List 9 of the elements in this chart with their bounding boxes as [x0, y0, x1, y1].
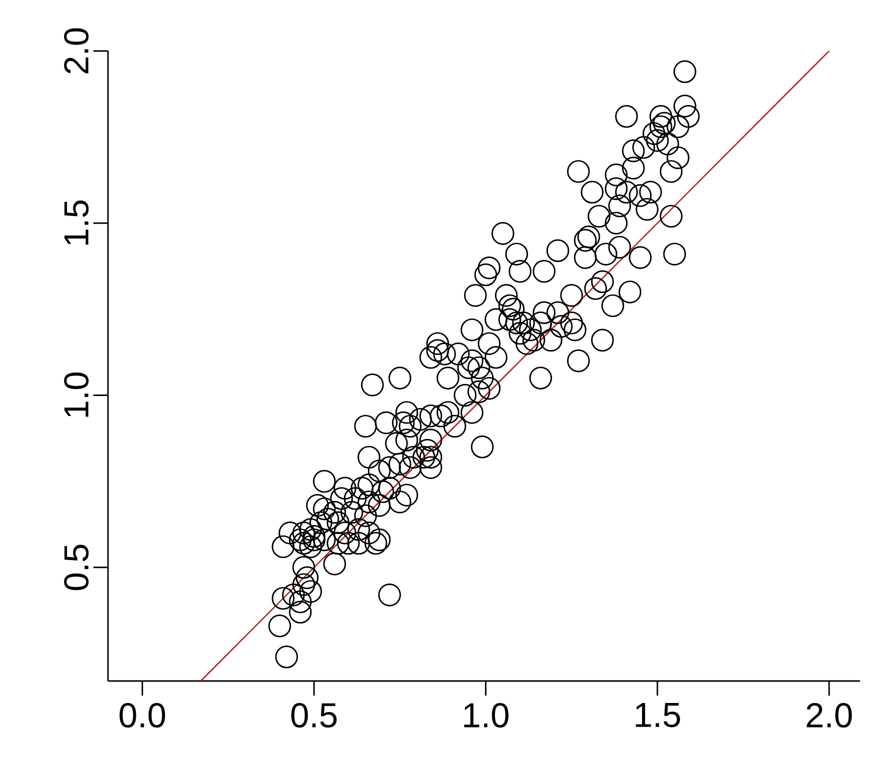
x-tick-label: 2.0 — [806, 703, 852, 728]
x-tick-label: 1.5 — [636, 703, 680, 728]
x-tick-label: 1.0 — [464, 703, 508, 728]
y-tick-label: 2.0 — [64, 28, 89, 74]
x-tick-label: 0.5 — [291, 703, 337, 728]
x-tick-label: 0.0 — [120, 703, 166, 728]
y-tick-label: 1.0 — [64, 372, 89, 417]
y-tick-label: 1.5 — [64, 200, 89, 245]
y-tick-label: 0.5 — [64, 544, 89, 590]
